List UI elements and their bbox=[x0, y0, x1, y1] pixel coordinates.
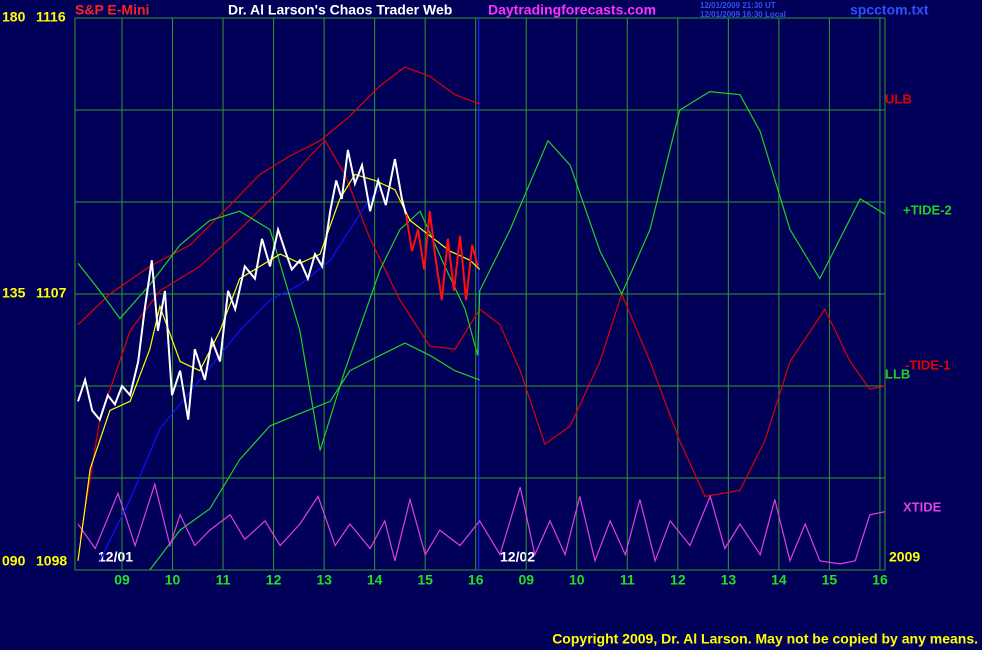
date-label: 2009 bbox=[889, 549, 920, 565]
y-tick-label: 1116 bbox=[36, 9, 66, 25]
file-name: spcctom.txt bbox=[850, 2, 929, 18]
series-line bbox=[79, 139, 886, 540]
x-tick-label: 15 bbox=[417, 572, 433, 588]
legend-label: LLB bbox=[885, 366, 910, 381]
plot-frame bbox=[74, 17, 886, 571]
series-line bbox=[99, 189, 381, 562]
legend-label: +TIDE-2 bbox=[903, 202, 952, 217]
y2-tick-label: 135 bbox=[2, 285, 26, 301]
x-tick-label: 15 bbox=[822, 572, 838, 588]
x-tick-label: 16 bbox=[468, 572, 484, 588]
x-tick-label: 09 bbox=[114, 572, 130, 588]
y-tick-label: 1107 bbox=[36, 285, 67, 301]
y2-tick-label: 180 bbox=[2, 9, 26, 25]
x-tick-label: 16 bbox=[872, 572, 888, 588]
x-tick-label: 09 bbox=[518, 572, 534, 588]
x-tick-label: 14 bbox=[367, 572, 383, 588]
series-line bbox=[149, 342, 480, 571]
date-label: 12/02 bbox=[500, 549, 535, 565]
date-label: 12/01 bbox=[98, 549, 133, 565]
x-tick-label: 12 bbox=[266, 572, 282, 588]
series-line bbox=[77, 90, 886, 451]
copyright: Copyright 2009, Dr. Al Larson. May not b… bbox=[552, 631, 978, 647]
timestamp: 12/01/2009 16:30 Local bbox=[700, 10, 786, 19]
x-tick-label: 12 bbox=[670, 572, 686, 588]
x-tick-label: 11 bbox=[216, 572, 231, 588]
x-tick-label: 10 bbox=[165, 572, 181, 588]
series-line bbox=[77, 481, 886, 565]
series-line bbox=[77, 173, 481, 561]
series-line bbox=[77, 66, 480, 326]
y-tick-label: 1098 bbox=[36, 553, 67, 569]
legend-label: -TIDE-1 bbox=[905, 357, 951, 372]
x-tick-label: 13 bbox=[316, 572, 332, 588]
website: Daytradingforecasts.com bbox=[488, 2, 656, 18]
chart-title: Dr. Al Larson's Chaos Trader Web bbox=[228, 2, 452, 18]
timestamp: 12/01/2009 21:30 UT bbox=[700, 1, 776, 10]
series-line bbox=[405, 211, 479, 301]
series-line bbox=[77, 149, 407, 422]
x-tick-label: 13 bbox=[721, 572, 737, 588]
y2-tick-label: 090 bbox=[2, 553, 26, 569]
instrument: S&P E-Mini bbox=[75, 2, 149, 18]
legend-label: ULB bbox=[885, 91, 912, 106]
x-tick-label: 14 bbox=[771, 572, 787, 588]
x-tick-label: 11 bbox=[620, 572, 635, 588]
legend-label: XTIDE bbox=[903, 499, 942, 514]
x-tick-label: 10 bbox=[569, 572, 585, 588]
